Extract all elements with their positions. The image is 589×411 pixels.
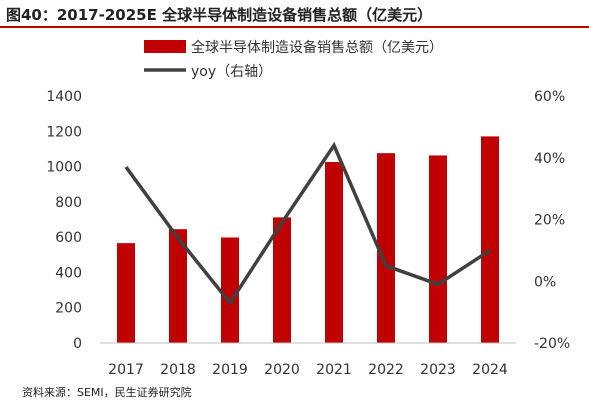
y-right-tick-label: 20% bbox=[534, 213, 565, 229]
x-tick-label: 2024 bbox=[472, 362, 508, 378]
yoy-line bbox=[124, 141, 491, 306]
y-right-tick-label: -20% bbox=[534, 336, 570, 352]
legend: 全球半导体制造设备销售总额（亿美元） yoy（右轴） bbox=[144, 39, 443, 80]
bar bbox=[273, 217, 291, 343]
y-right-tick-label: 40% bbox=[534, 151, 565, 167]
legend-bar-label: 全球半导体制造设备销售总额（亿美元） bbox=[191, 39, 443, 56]
bar bbox=[377, 153, 395, 343]
bar bbox=[429, 155, 447, 343]
y-left-tick-label: 800 bbox=[55, 195, 82, 211]
bar bbox=[169, 229, 187, 343]
bar bbox=[481, 136, 499, 343]
x-tick-label: 2017 bbox=[108, 362, 144, 378]
x-tick-label: 2019 bbox=[212, 362, 248, 378]
y-left-tick-label: 1400 bbox=[46, 89, 82, 105]
x-tick-label: 2018 bbox=[160, 362, 196, 378]
figure-title: 图40：2017-2025E 全球半导体制造设备销售总额（亿美元） bbox=[0, 0, 589, 28]
yoy-line-series bbox=[124, 141, 491, 306]
x-tick-label: 2023 bbox=[420, 362, 456, 378]
bar bbox=[117, 243, 135, 343]
figure-source: 资料来源：SEMI，民生证券研究院 bbox=[22, 386, 192, 399]
y-left-tick-label: 600 bbox=[55, 230, 82, 246]
bar-series bbox=[117, 136, 499, 343]
bar bbox=[325, 161, 343, 343]
y-left-tick-label: 0 bbox=[73, 336, 82, 352]
y-left-tick-label: 400 bbox=[55, 265, 82, 281]
y-left-tick-label: 1000 bbox=[46, 160, 82, 176]
y-axis-left: 0 200 400 600 800 1000 1200 1400 bbox=[46, 89, 82, 352]
legend-line-label: yoy（右轴） bbox=[191, 64, 272, 80]
legend-bar-swatch bbox=[144, 40, 186, 53]
x-axis: 2017 2018 2019 2020 2021 2022 2023 2024 bbox=[108, 362, 508, 378]
bar bbox=[221, 237, 239, 343]
x-tick-label: 2022 bbox=[368, 362, 404, 378]
x-tick-label: 2020 bbox=[264, 362, 300, 378]
y-axis-right: -20% 0% 20% 40% 60% bbox=[534, 89, 570, 352]
x-tick-label: 2021 bbox=[316, 362, 352, 378]
y-left-tick-label: 1200 bbox=[46, 124, 82, 140]
y-right-tick-label: 60% bbox=[534, 89, 565, 105]
y-left-tick-label: 200 bbox=[55, 301, 82, 317]
y-right-tick-label: 0% bbox=[534, 274, 556, 290]
